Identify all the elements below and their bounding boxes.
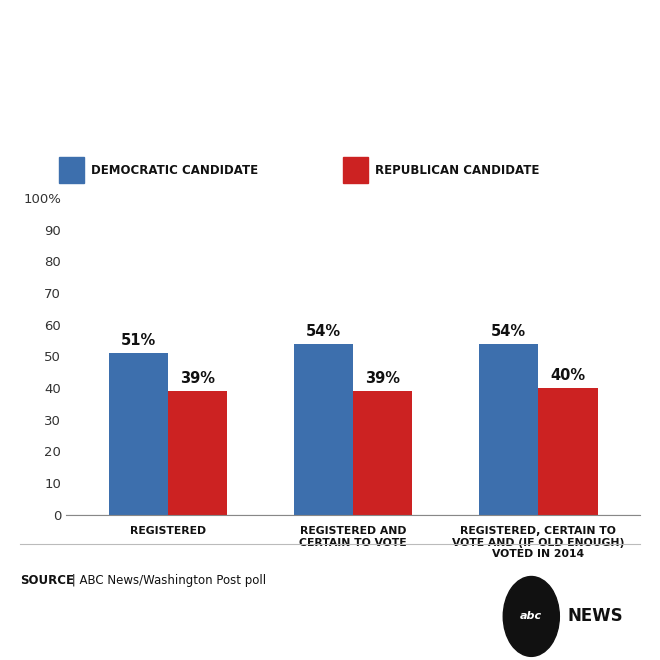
Text: | ABC News/Washington Post poll: | ABC News/Washington Post poll [68, 574, 266, 587]
Text: 39%: 39% [180, 372, 215, 387]
Text: VOTE PREFERENCE: VOTE PREFERENCE [139, 92, 521, 126]
Text: 40%: 40% [550, 368, 585, 383]
Text: 2018 MIDTERM ELECTION: 2018 MIDTERM ELECTION [72, 34, 588, 68]
Text: 54%: 54% [306, 324, 341, 339]
Bar [353, 391, 412, 515]
Bar [168, 391, 227, 515]
Bar [59, 157, 84, 183]
Text: NEWS: NEWS [567, 607, 623, 626]
Ellipse shape [503, 577, 560, 656]
Text: 51%: 51% [121, 333, 156, 348]
Bar [539, 388, 597, 515]
Text: 54%: 54% [491, 324, 526, 339]
Text: DEMOCRATIC CANDIDATE: DEMOCRATIC CANDIDATE [91, 164, 258, 176]
Text: SOURCE: SOURCE [20, 574, 74, 587]
Text: REPUBLICAN CANDIDATE: REPUBLICAN CANDIDATE [375, 164, 539, 176]
Bar [294, 344, 353, 515]
Bar [343, 157, 368, 183]
Bar [479, 344, 539, 515]
Text: abc: abc [520, 611, 543, 622]
Text: 39%: 39% [365, 372, 400, 387]
Bar [109, 353, 168, 515]
